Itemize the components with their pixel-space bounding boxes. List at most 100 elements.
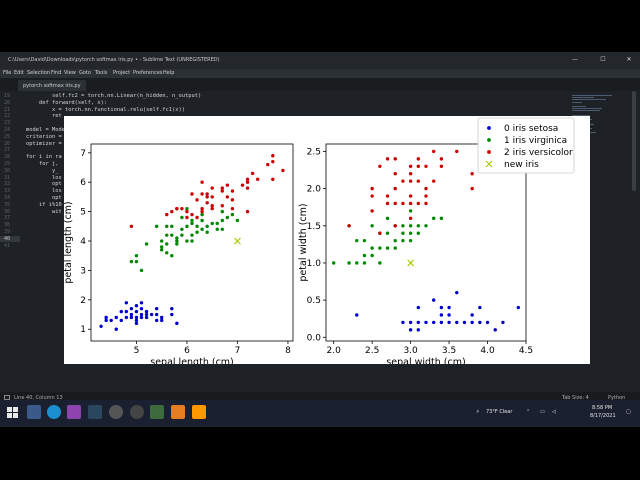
- y-tick-label: 2.5: [307, 147, 321, 157]
- data-point: [470, 320, 474, 325]
- menu-bar: File Edit Selection Find View Goto Tools…: [0, 69, 640, 78]
- start-icon[interactable]: [6, 405, 20, 419]
- data-point: [134, 254, 139, 258]
- line-number: 26: [4, 140, 11, 147]
- clock-time[interactable]: 8:58 PM: [592, 405, 613, 411]
- data-point: [225, 195, 230, 199]
- axes-frame: [90, 143, 294, 342]
- tab-pytorch-softmax-iris[interactable]: pytorch softmax iris.py: [18, 80, 86, 91]
- data-point: [210, 206, 214, 211]
- line-number: 36: [4, 208, 11, 215]
- data-point: [235, 218, 240, 223]
- data-point: [439, 164, 444, 169]
- data-point: [190, 192, 194, 196]
- data-point: [401, 238, 405, 243]
- data-point: [180, 233, 184, 237]
- line-number: 20: [4, 99, 11, 106]
- data-point: [175, 239, 179, 243]
- data-point: [408, 231, 413, 235]
- minimize-button[interactable]: —: [572, 56, 578, 63]
- menu-file[interactable]: File: [3, 70, 12, 76]
- data-point: [424, 320, 428, 325]
- window-titlebar[interactable]: C:\Users\David\Downloads\pytorch softmax…: [0, 52, 640, 69]
- data-point: [401, 179, 405, 183]
- menu-find[interactable]: Find: [51, 70, 62, 76]
- data-point: [154, 306, 159, 311]
- line-number: 35: [4, 201, 11, 208]
- data-point: [175, 242, 179, 246]
- app-icon[interactable]: [67, 405, 81, 419]
- clock-date[interactable]: 8/17/2021: [590, 413, 616, 419]
- clock-app-icon[interactable]: [130, 405, 144, 419]
- data-point: [200, 180, 204, 184]
- network-icon[interactable]: ▭: [540, 409, 545, 415]
- volume-icon[interactable]: ◁: [552, 409, 556, 415]
- x-tick-label: 8: [285, 346, 291, 356]
- data-point: [439, 320, 444, 325]
- data-point: [401, 201, 405, 206]
- line-number: 24: [4, 127, 11, 133]
- data-point: [210, 221, 214, 226]
- weather-text[interactable]: 73°F Clear: [486, 409, 513, 415]
- line-number: 31: [4, 174, 11, 181]
- menu-help[interactable]: Help: [163, 70, 175, 76]
- data-point: [220, 218, 224, 223]
- taskbar: ⚡ 73°F Clear ⌃ ▭ ◁ 8:58 PM 8/17/2021 ▢: [0, 400, 640, 426]
- syntax-label[interactable]: Python: [608, 395, 626, 401]
- vlc-icon[interactable]: [171, 405, 185, 419]
- menu-project[interactable]: Project: [113, 70, 131, 76]
- minimap-line: [572, 95, 612, 96]
- x-tick-label: 2.0: [327, 346, 342, 356]
- tab-size[interactable]: Tab Size: 4: [562, 395, 589, 401]
- panel-icon[interactable]: [4, 395, 10, 400]
- data-point: [431, 179, 436, 183]
- edge-icon[interactable]: [47, 405, 61, 419]
- data-point: [134, 259, 139, 264]
- legend-marker: [487, 126, 491, 130]
- data-point: [185, 215, 189, 220]
- notification-icon[interactable]: ▢: [626, 409, 631, 415]
- menu-edit[interactable]: Edit: [14, 70, 24, 76]
- tray-chevron-icon[interactable]: ⌃: [526, 409, 531, 415]
- code-line: if i%10: [26, 201, 62, 208]
- x-tick-label: 5: [134, 346, 140, 356]
- data-point: [149, 312, 154, 317]
- x-tick-label: 6: [184, 346, 190, 356]
- data-point: [109, 318, 113, 323]
- menu-tools[interactable]: Tools: [95, 70, 108, 76]
- menu-selection[interactable]: Selection: [27, 70, 51, 76]
- data-point: [385, 194, 390, 198]
- data-point: [104, 315, 108, 320]
- data-point: [205, 230, 209, 234]
- data-point: [281, 168, 285, 173]
- cursor-position: Line 40, Column 13: [14, 395, 63, 401]
- line-number: 38: [4, 222, 11, 229]
- window-title: C:\Users\David\Downloads\pytorch softmax…: [8, 57, 220, 63]
- file-explorer-icon[interactable]: [27, 405, 41, 419]
- legend-label: 1 iris virginica: [504, 136, 567, 146]
- data-point: [439, 305, 444, 310]
- menu-view[interactable]: View: [64, 70, 76, 76]
- line-number: 21: [4, 106, 11, 113]
- data-point: [210, 186, 214, 190]
- data-point: [160, 315, 164, 320]
- menu-preferences[interactable]: Preferences: [133, 70, 163, 76]
- github-icon[interactable]: [109, 405, 123, 419]
- data-point: [185, 206, 189, 211]
- code-line: los: [26, 174, 62, 181]
- sublime-text-icon[interactable]: [192, 405, 206, 419]
- code-line: optimizer =: [26, 140, 62, 147]
- data-point: [362, 253, 367, 258]
- maximize-button[interactable]: ☐: [600, 56, 606, 63]
- data-point: [200, 209, 204, 214]
- close-button[interactable]: ✕: [626, 56, 632, 63]
- data-point: [160, 318, 164, 323]
- data-point: [165, 251, 169, 255]
- data-point: [393, 246, 397, 250]
- steam-icon[interactable]: [88, 405, 102, 419]
- data-point: [331, 261, 336, 265]
- image-app-icon[interactable]: [150, 405, 164, 419]
- scrollbar[interactable]: [632, 91, 636, 191]
- code-editor[interactable]: self.fc2 = torch.nn.Linear(n_hidden, n_o…: [26, 91, 566, 406]
- menu-goto[interactable]: Goto: [79, 70, 91, 76]
